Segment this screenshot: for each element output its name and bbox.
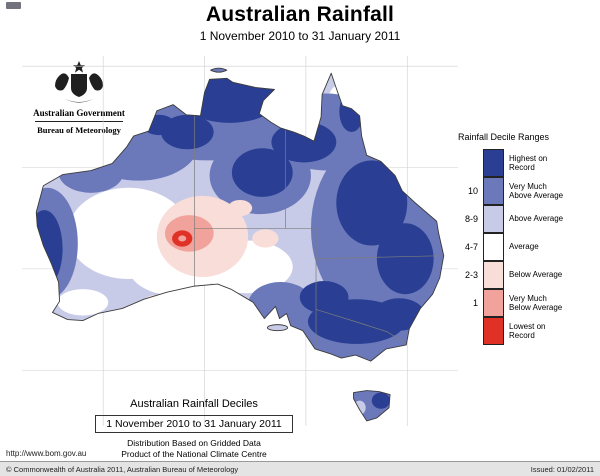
- tasmania-coastline: [353, 390, 391, 422]
- map-caption: Australian Rainfall Deciles 1 November 2…: [48, 398, 340, 460]
- legend-swatch-very-much-above: [483, 177, 504, 205]
- legend-swatch-very-much-below: [483, 289, 504, 317]
- legend-swatch-average: [483, 233, 504, 261]
- legend-item-label: Highest on Record: [509, 153, 548, 172]
- legend-row-above: 8-9 Above Average: [456, 205, 598, 233]
- australia-rainfall-map: [22, 56, 458, 426]
- mainland-decile-fills: [36, 73, 444, 362]
- agency-block: Australian Government Bureau of Meteorol…: [24, 60, 134, 135]
- legend-swatch-below: [483, 261, 504, 289]
- legend-decile-label: 4-7: [464, 242, 478, 252]
- legend-item-label: Above Average: [509, 214, 564, 224]
- corner-mark: [6, 2, 21, 9]
- legend: Rainfall Decile Ranges Highest on Record…: [456, 132, 598, 345]
- legend-decile-label: 8-9: [464, 214, 478, 224]
- legend-swatch-highest: [483, 149, 504, 177]
- legend-title: Rainfall Decile Ranges: [458, 132, 550, 142]
- caption-title: Australian Rainfall Deciles: [130, 398, 258, 410]
- legend-item-label: Very Much Below Average: [509, 293, 563, 312]
- legend-item-label: Average: [509, 242, 539, 252]
- caption-date-box: 1 November 2010 to 31 January 2011: [95, 415, 293, 433]
- kangaroo-island: [266, 324, 289, 332]
- bom-url: http://www.bom.gov.au: [6, 449, 87, 458]
- copyright-text: © Commonwealth of Australia 2011, Austra…: [6, 464, 239, 474]
- agency-bureau-label: Bureau of Meteorology: [37, 125, 121, 135]
- legend-row-very-much-above: 10 Very Much Above Average: [456, 177, 598, 205]
- page-title: Australian Rainfall: [205, 3, 395, 26]
- coat-of-arms-icon: [55, 61, 103, 103]
- legend-item-label: Very Much Above Average: [509, 181, 564, 200]
- agency-divider: [35, 121, 123, 122]
- footer-bar: © Commonwealth of Australia 2011, Austra…: [0, 461, 600, 476]
- legend-item-label: Lowest on Record: [509, 321, 546, 340]
- legend-row-lowest: Lowest on Record: [456, 317, 598, 345]
- caption-distribution-note: Distribution Based on Gridded Data: [127, 438, 261, 448]
- map-container: [22, 56, 458, 426]
- legend-row-below: 2-3 Below Average: [456, 261, 598, 289]
- issued-date: Issued: 01/02/2011: [530, 464, 594, 474]
- legend-row-very-much-below: 1 Very Much Below Average: [456, 289, 598, 317]
- agency-government-label: Australian Government: [33, 108, 125, 118]
- legend-item-label: Below Average: [509, 270, 563, 280]
- legend-decile-label: 10: [467, 186, 478, 196]
- legend-row-average: 4-7 Average: [456, 233, 598, 261]
- caption-product-note: Product of the National Climate Centre: [121, 449, 267, 460]
- page-subtitle: 1 November 2010 to 31 January 2011: [199, 29, 401, 43]
- melville-island: [210, 67, 228, 73]
- state-borders: [194, 112, 443, 350]
- legend-decile-label: 2-3: [464, 270, 478, 280]
- legend-swatch-lowest: [483, 317, 504, 345]
- legend-row-highest: Highest on Record: [456, 149, 598, 177]
- legend-decile-label: 1: [472, 298, 478, 308]
- mainland-coastline: [35, 72, 445, 362]
- legend-swatch-above: [483, 205, 504, 233]
